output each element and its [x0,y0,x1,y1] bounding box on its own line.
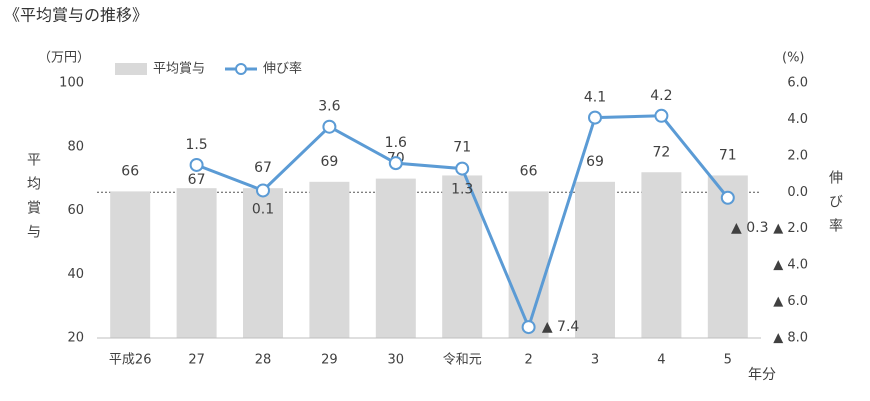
line-point [388,156,403,171]
x-tick-label: 5 [724,353,732,368]
line-value-label: 0.1 [252,201,274,217]
bar [176,188,217,338]
bar [575,181,615,338]
line-point [654,108,669,123]
x-tick-label: 令和元 [443,353,482,368]
legend-swatch [115,63,147,75]
line-point [521,320,536,335]
bar-value-label: 71 [719,147,737,163]
line-value-label: 4.2 [650,88,672,104]
bar-value-label: 72 [652,144,670,160]
x-tick-label: 29 [321,353,338,368]
line-value-label: 3.6 [318,99,340,115]
line-value-label: ▲ 7.4 [542,319,580,335]
line-point [322,119,337,134]
y2-tick-label: ▲ 2.0 [773,221,808,236]
line-value-label: 1.3 [451,182,473,198]
bar-value-label: 66 [121,163,139,179]
y-tick-label: 60 [67,203,84,218]
y2-tick-label: 0.0 [787,185,808,200]
x-tick-label: 2 [524,353,532,368]
y-unit: （万円） [38,51,90,66]
x-tick-label: 平成26 [109,353,152,368]
line-point [588,110,602,125]
y2-axis-label: 伸び率 [827,170,843,242]
bar [243,188,283,338]
x-tick-label: 30 [388,353,405,368]
y2-tick-label: ▲ 8.0 [773,331,808,346]
legend-swatch [235,63,247,75]
y-tick-label: 20 [67,331,84,346]
x-axis-label: 年分 [748,367,776,383]
y-tick-label: 100 [59,76,84,91]
y-tick-label: 80 [67,139,84,154]
bar-value-label: 69 [586,154,604,170]
y2-unit: (%) [782,51,805,66]
line-value-label: 1.6 [385,135,407,151]
line-value-label: 1.5 [185,137,207,153]
line-value-label: 4.1 [584,90,606,106]
line-point [189,157,204,172]
bar-value-label: 67 [188,172,206,188]
bar [375,178,416,338]
bar [641,172,682,338]
bar [309,181,350,338]
bar-value-label: 67 [254,160,272,176]
line-point [720,190,735,205]
line-point [256,183,270,198]
legend-label: 平均賞与 [153,62,205,77]
y2-tick-label: ▲ 6.0 [773,294,808,309]
bar-value-label: 69 [320,154,338,170]
legend-label: 伸び率 [263,61,302,77]
chart-title: 《平均賞与の推移》 [4,6,148,25]
x-tick-label: 4 [657,353,665,368]
y-tick-label: 40 [67,267,84,282]
line-point [455,161,470,176]
x-tick-label: 3 [591,353,599,368]
y2-tick-label: 4.0 [787,112,808,127]
y2-tick-label: 2.0 [787,148,808,163]
bar [508,191,549,338]
bar-value-label: 66 [520,163,538,179]
line-value-label: ▲ 0.3 [731,220,768,236]
y2-tick-label: ▲ 4.0 [773,258,808,273]
x-tick-label: 27 [188,353,205,368]
bar [110,191,151,338]
x-tick-label: 28 [255,353,272,368]
bar-value-label: 71 [453,139,471,155]
y-axis-label: 平均賞与 [25,152,41,248]
y2-tick-label: 6.0 [787,76,808,91]
